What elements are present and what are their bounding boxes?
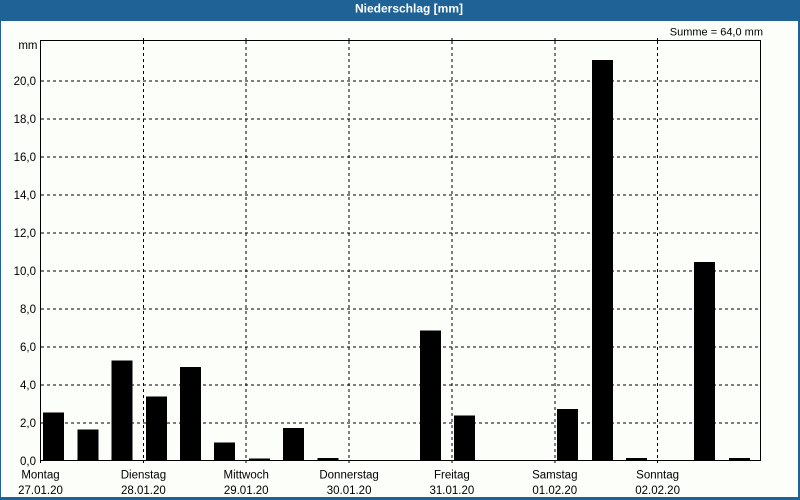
- svg-text:14,0: 14,0: [14, 190, 36, 202]
- svg-text:Samstag: Samstag: [532, 470, 577, 482]
- svg-text:Sonntag: Sonntag: [636, 470, 679, 482]
- svg-text:27.01.20: 27.01.20: [18, 485, 63, 497]
- svg-text:01.02.20: 01.02.20: [532, 485, 577, 497]
- svg-text:12,0: 12,0: [14, 228, 36, 240]
- svg-text:Donnerstag: Donnerstag: [319, 470, 378, 482]
- svg-text:Freitag: Freitag: [434, 470, 470, 482]
- svg-text:mm: mm: [18, 40, 37, 52]
- svg-text:Niederschlag [mm]: Niederschlag [mm]: [355, 2, 463, 16]
- svg-text:Mittwoch: Mittwoch: [224, 470, 269, 482]
- svg-text:18,0: 18,0: [14, 114, 36, 126]
- svg-text:31.01.20: 31.01.20: [430, 485, 475, 497]
- svg-text:4,0: 4,0: [20, 380, 36, 392]
- svg-text:29.01.20: 29.01.20: [224, 485, 269, 497]
- svg-text:02.02.20: 02.02.20: [635, 485, 680, 497]
- svg-text:16,0: 16,0: [14, 152, 36, 164]
- svg-text:Summe = 64,0 mm: Summe = 64,0 mm: [670, 27, 763, 39]
- svg-text:10,0: 10,0: [14, 266, 36, 278]
- svg-text:2,0: 2,0: [20, 418, 36, 430]
- svg-text:8,0: 8,0: [20, 304, 36, 316]
- svg-text:20,0: 20,0: [14, 76, 36, 88]
- svg-text:Dienstag: Dienstag: [121, 470, 166, 482]
- svg-text:Montag: Montag: [21, 470, 59, 482]
- svg-text:6,0: 6,0: [20, 342, 36, 354]
- svg-text:28.01.20: 28.01.20: [121, 485, 166, 497]
- svg-text:30.01.20: 30.01.20: [327, 485, 372, 497]
- svg-text:0,0: 0,0: [20, 456, 36, 468]
